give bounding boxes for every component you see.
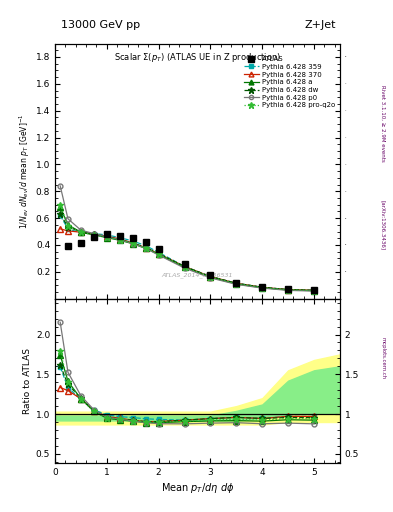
X-axis label: Mean $p_T/d\eta\ d\phi$: Mean $p_T/d\eta\ d\phi$ (161, 481, 234, 496)
Text: ATLAS_2014_I1736531: ATLAS_2014_I1736531 (162, 272, 233, 279)
Text: Z+Jet: Z+Jet (305, 19, 336, 30)
Text: 13000 GeV pp: 13000 GeV pp (61, 19, 140, 30)
Text: mcplots.cern.ch: mcplots.cern.ch (381, 337, 386, 379)
Text: [arXiv:1306.3436]: [arXiv:1306.3436] (381, 200, 386, 250)
Text: Scalar $\Sigma(p_T)$ (ATLAS UE in Z production): Scalar $\Sigma(p_T)$ (ATLAS UE in Z prod… (114, 51, 281, 64)
Legend: ATLAS, Pythia 6.428 359, Pythia 6.428 370, Pythia 6.428 a, Pythia 6.428 dw, Pyth: ATLAS, Pythia 6.428 359, Pythia 6.428 37… (242, 55, 336, 110)
Text: Rivet 3.1.10, ≥ 2.9M events: Rivet 3.1.10, ≥ 2.9M events (381, 84, 386, 161)
Y-axis label: $1/N_{ev}\ dN_{ev}/d\ \mathrm{mean}\ p_T\ [\mathrm{GeV}]^{-1}$: $1/N_{ev}\ dN_{ev}/d\ \mathrm{mean}\ p_T… (17, 113, 31, 229)
Y-axis label: Ratio to ATLAS: Ratio to ATLAS (23, 348, 31, 414)
